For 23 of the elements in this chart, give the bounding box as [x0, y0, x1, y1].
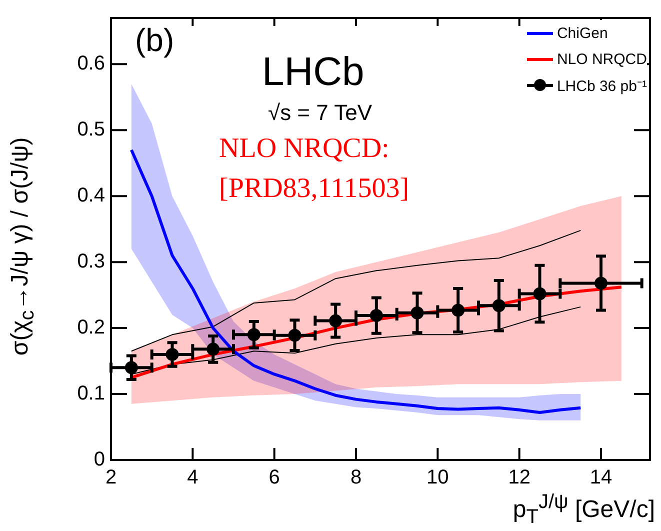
y-tick-label: 0	[94, 448, 105, 471]
y-tick-label: 0.4	[77, 184, 105, 207]
x-tick-label: 2	[105, 466, 117, 489]
x-axis-title: p$_{T}$$^{J/ψ}$ [GeV/c]	[512, 491, 655, 529]
annotation: [PRD83,111503]	[219, 173, 410, 205]
annotation: (b)	[135, 22, 174, 59]
y-tick-label: 0.5	[77, 118, 105, 141]
x-tick-label: 10	[426, 466, 449, 489]
legend-label: NLO NRQCD	[556, 50, 647, 68]
legend-label: LHCb 36 pb⁻¹	[556, 77, 647, 95]
legend-label: ChiGen	[556, 24, 608, 42]
y-tick-label: 0.1	[77, 382, 105, 405]
y-tick-label: 0.3	[77, 250, 105, 273]
y-tick-label: 0.6	[77, 52, 105, 75]
y-tick-label: 0.2	[77, 316, 105, 339]
x-tick-label: 14	[590, 466, 612, 489]
x-tick-label: 12	[508, 466, 530, 489]
x-tick-label: 6	[268, 466, 280, 489]
x-tick-label: 8	[350, 466, 362, 489]
annotation: NLO NRQCD:	[219, 133, 390, 165]
annotation: LHCb	[262, 50, 364, 95]
annotation: √s = 7 TeV	[268, 100, 372, 126]
x-tick-label: 4	[187, 466, 198, 489]
